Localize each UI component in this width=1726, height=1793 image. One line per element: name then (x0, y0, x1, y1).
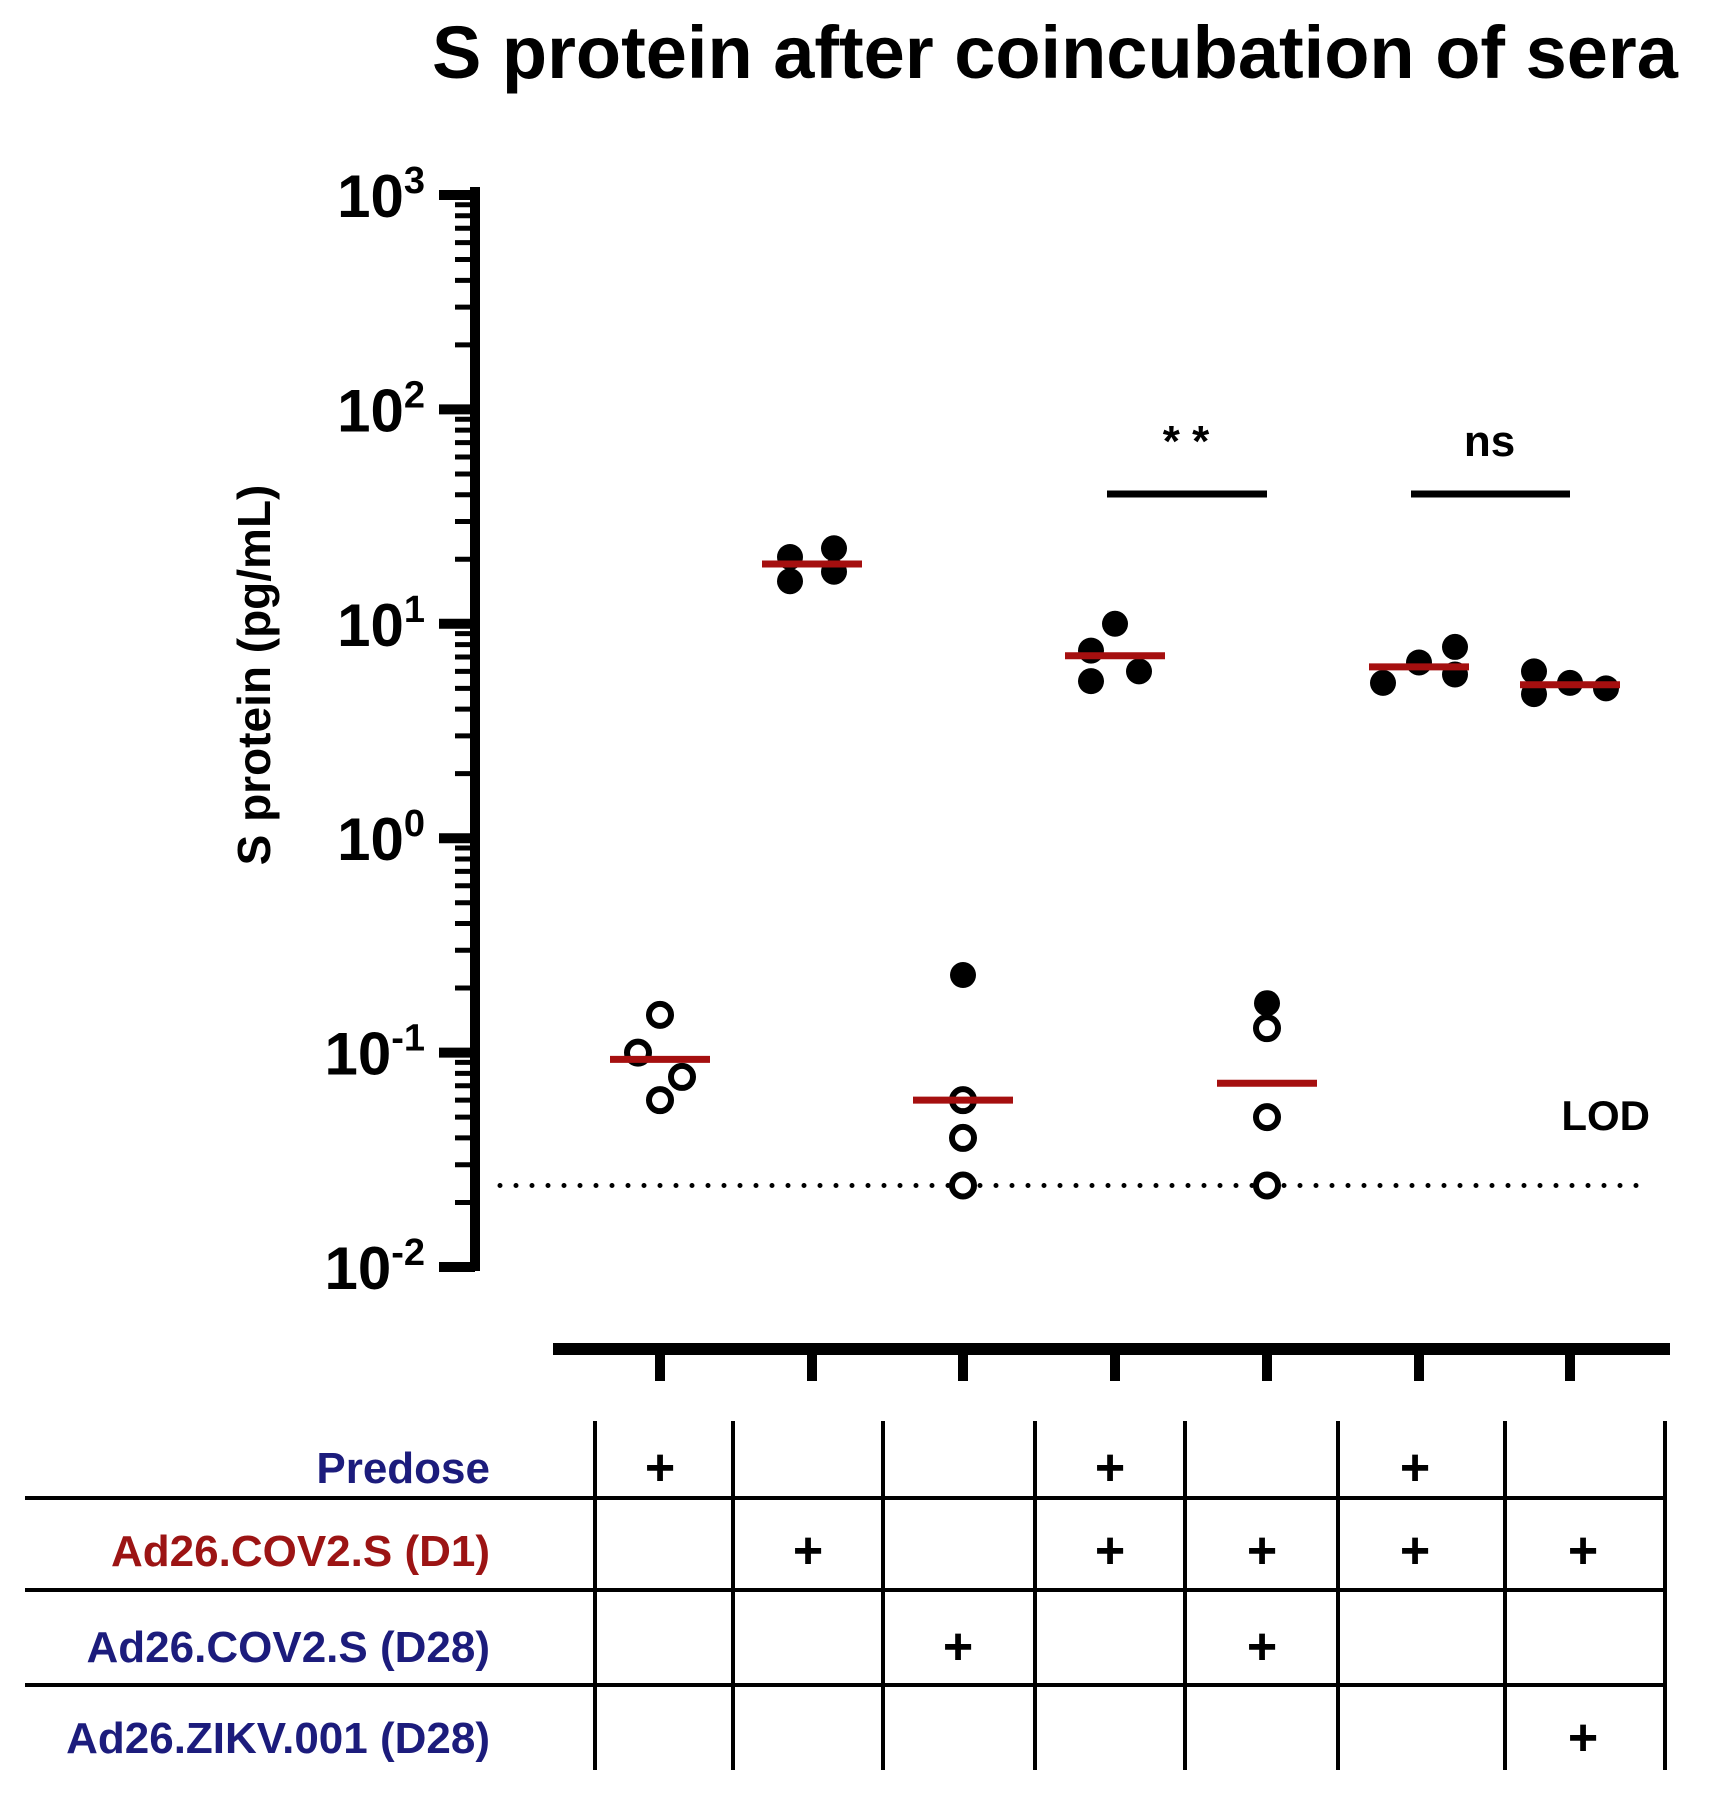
data-point-open (1253, 1171, 1281, 1200)
data-point-open (1253, 1103, 1281, 1132)
row-label: Ad26.ZIKV.001 (D28) (66, 1714, 490, 1763)
data-point-open (949, 1123, 977, 1152)
data-point-open (949, 1171, 977, 1200)
y-tick-label: 100 (337, 803, 425, 873)
data-point-filled (777, 568, 803, 595)
data-point-filled (1370, 669, 1396, 696)
condition-plus-mark: + (1247, 1522, 1277, 1580)
data-point-filled (1102, 610, 1128, 637)
data-point-filled (1254, 990, 1280, 1017)
data-point-filled (821, 535, 847, 562)
data-point-filled (1078, 637, 1104, 664)
significance-label: ns (1464, 417, 1515, 466)
data-point-filled (1442, 633, 1468, 660)
significance-label: * * (1163, 417, 1210, 466)
data-point-open (1253, 1014, 1281, 1043)
data-point-open (646, 1086, 674, 1115)
y-tick-label: 10-1 (324, 1018, 425, 1088)
data-marks (610, 535, 1620, 1200)
row-label: Ad26.COV2.S (D1) (111, 1527, 490, 1576)
y-axis-label: S protein (pg/mL) (228, 485, 280, 866)
significance-annotations: * * ns (1107, 417, 1570, 498)
data-point-filled (950, 962, 976, 989)
y-tick-label: 103 (337, 160, 425, 230)
data-point-open (668, 1062, 696, 1091)
data-point-open (646, 1000, 674, 1029)
condition-plus-mark: + (1095, 1439, 1125, 1497)
condition-plus-mark: + (1247, 1618, 1277, 1676)
chart-title: S protein after coincubation of sera (432, 11, 1679, 94)
data-point-filled (1406, 649, 1432, 676)
condition-plus-mark: + (943, 1618, 973, 1676)
y-tick-label: 101 (337, 589, 425, 659)
condition-plus-mark: + (1568, 1709, 1598, 1767)
data-point-filled (1078, 668, 1104, 695)
condition-table: Predose + + + Ad26.COV2.S (D1) + + + + + Ad26.COV2… (25, 1421, 1667, 1770)
y-axis: 103 102 101 100 10-1 10-2 (324, 160, 480, 1302)
lod-label: LOD (1561, 1092, 1650, 1139)
condition-plus-mark: + (793, 1522, 823, 1580)
data-point-filled (1126, 658, 1152, 685)
data-point-filled (1593, 675, 1619, 702)
condition-plus-mark: + (1095, 1522, 1125, 1580)
row-label: Predose (316, 1444, 490, 1493)
y-tick-label: 10-2 (324, 1232, 425, 1302)
condition-plus-mark: + (1568, 1522, 1598, 1580)
condition-plus-mark: + (1400, 1522, 1430, 1580)
lod-group: LOD (497, 1092, 1650, 1188)
condition-plus-mark: + (645, 1439, 675, 1497)
y-tick-label: 102 (337, 374, 425, 444)
row-label: Ad26.COV2.S (D28) (87, 1623, 490, 1672)
x-axis (553, 1343, 1670, 1381)
data-point-filled (1521, 658, 1547, 685)
condition-plus-mark: + (1400, 1439, 1430, 1497)
